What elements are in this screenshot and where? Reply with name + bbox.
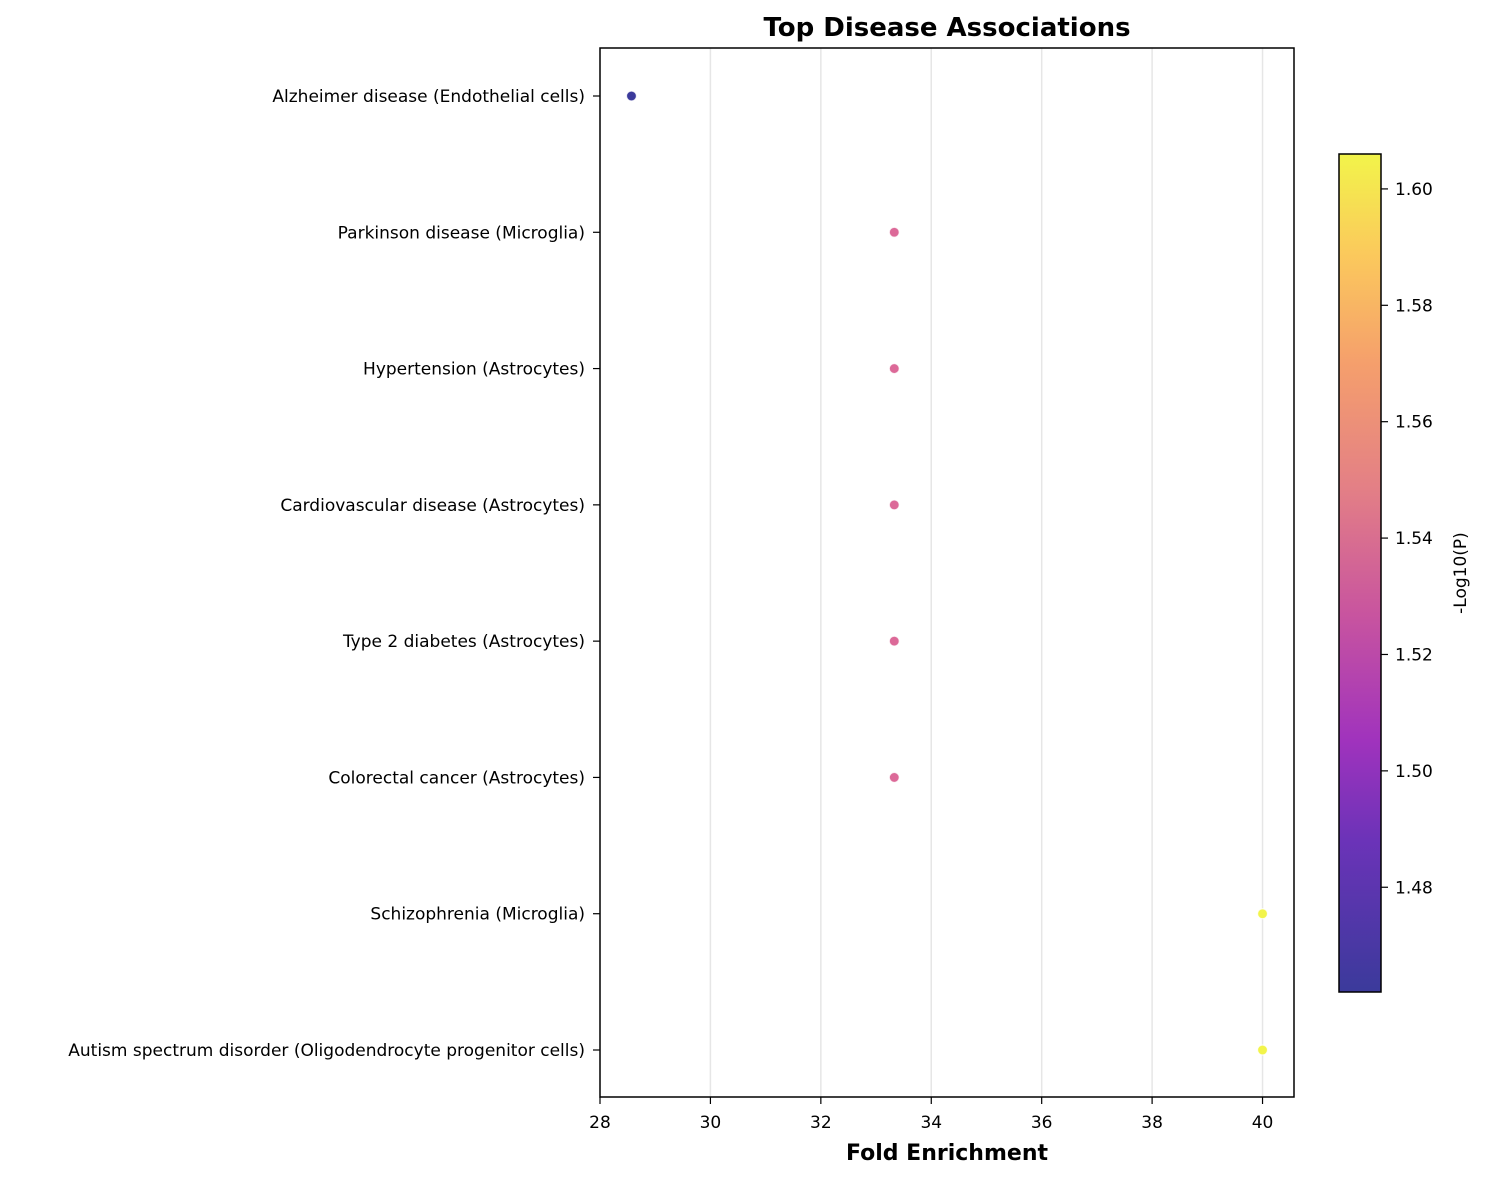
y-category-label: Hypertension (Astrocytes) — [363, 360, 585, 380]
x-tick-label: 34 — [920, 1113, 942, 1133]
x-tick-label: 36 — [1031, 1113, 1053, 1133]
scatter-point — [888, 771, 900, 784]
scatter-point — [1256, 908, 1269, 920]
colorbar-ticks: 1.48 1.50 1.52 1.54 1.56 1.58 1.60 — [1381, 180, 1433, 898]
y-category-label: Alzheimer disease (Endothelial cells) — [272, 87, 585, 107]
scatter-point — [1256, 1044, 1269, 1056]
x-axis-ticks: 28 30 32 34 36 38 40 — [589, 1097, 1273, 1133]
x-tick-label: 38 — [1141, 1113, 1163, 1133]
scatter-point — [888, 226, 900, 238]
scatter-point — [888, 499, 900, 511]
colorbar — [1338, 153, 1382, 993]
colorbar-tick-label: 1.56 — [1395, 413, 1433, 433]
y-category-label: Type 2 diabetes (Astrocytes) — [342, 632, 585, 652]
colorbar-tick-label: 1.48 — [1395, 878, 1433, 898]
x-tick-label: 40 — [1252, 1113, 1274, 1133]
x-tick-label: 32 — [810, 1113, 832, 1133]
y-category-label: Colorectal cancer (Astrocytes) — [328, 768, 585, 788]
y-category-label: Cardiovascular disease (Astrocytes) — [280, 496, 585, 516]
x-axis-label: Fold Enrichment — [846, 1141, 1048, 1166]
y-category-label: Schizophrenia (Microglia) — [370, 905, 585, 925]
y-category-label: Autism spectrum disorder (Oligodendrocyt… — [68, 1041, 585, 1061]
colorbar-tick-label: 1.50 — [1395, 762, 1433, 782]
x-tick-label: 30 — [700, 1113, 722, 1133]
colorbar-tick-label: 1.58 — [1395, 296, 1433, 316]
y-category-label: Parkinson disease (Microglia) — [338, 223, 585, 243]
colorbar-tick-label: 1.60 — [1395, 180, 1433, 200]
chart-title: Top Disease Associations — [763, 13, 1130, 43]
scatter-points — [625, 90, 1269, 1056]
scatter-point — [888, 635, 900, 647]
y-axis-categories: Alzheimer disease (Endothelial cells) Par… — [68, 87, 600, 1061]
colorbar-tick-label: 1.54 — [1395, 529, 1433, 549]
scatter-point — [625, 90, 638, 102]
colorbar-tick-label: 1.52 — [1395, 645, 1433, 665]
x-tick-label: 28 — [589, 1113, 611, 1133]
scatter-point — [888, 362, 900, 375]
plot-frame — [599, 47, 1295, 1098]
colorbar-label: -Log10(P) — [1451, 532, 1471, 614]
x-gridlines — [709, 48, 1264, 1097]
